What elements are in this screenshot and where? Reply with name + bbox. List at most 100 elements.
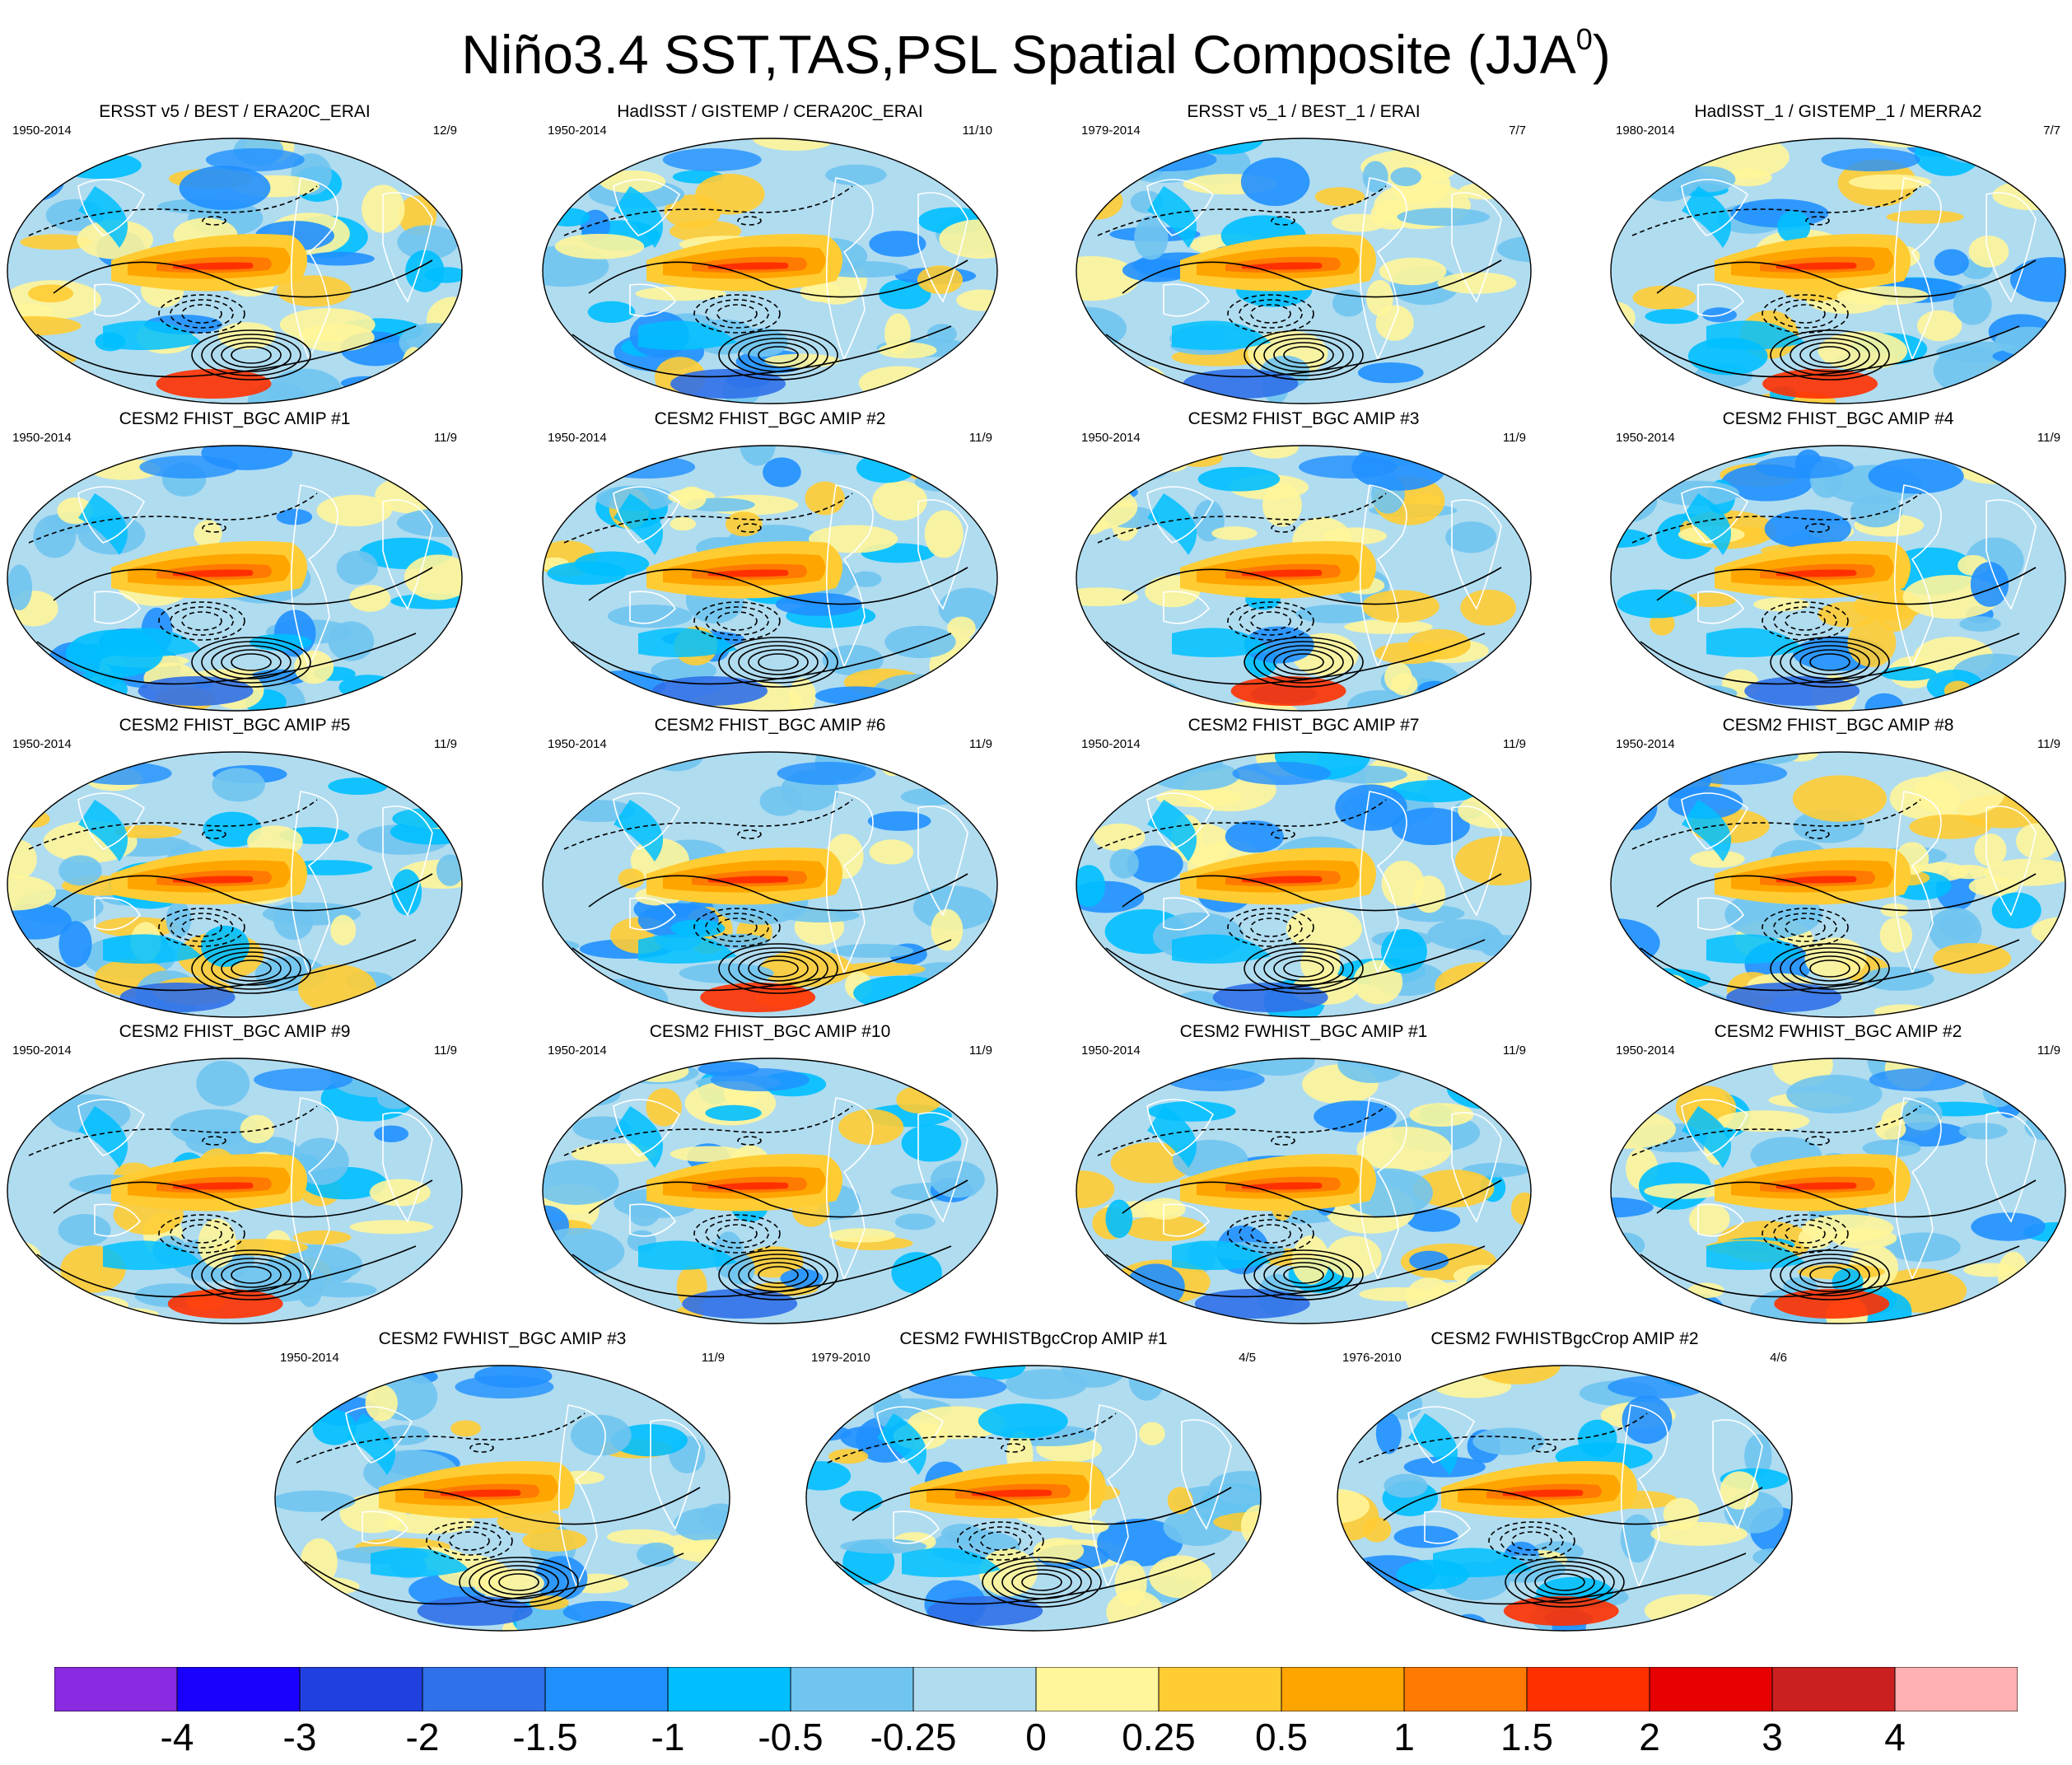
panel-title: CESM2 FHIST_BGC AMIP #4 [1722, 409, 1954, 428]
robinson-map [542, 1058, 998, 1324]
map-panel: CESM2 FHIST_BGC AMIP #10 1950-2014 11/9 [539, 1022, 1001, 1327]
coastlines [77, 177, 433, 361]
robinson-map [1076, 751, 1532, 1018]
robinson-map [1610, 445, 2066, 712]
panel-count: 11/10 [962, 124, 992, 138]
map-panel: CESM2 FHIST_BGC AMIP #8 1950-2014 11/9 [1608, 716, 2069, 1020]
psl-contours [1097, 493, 1502, 688]
map-panel: HadISST / GISTEMP / CERA20C_ERAI 1950-201… [539, 102, 1001, 407]
panel-count: 11/9 [433, 737, 457, 751]
title-text: Niño3.4 SST,TAS,PSL Spatial Composite (J… [461, 24, 1576, 85]
panel-count: 7/7 [1509, 124, 1526, 138]
coastlines [613, 484, 968, 668]
panel-years: 1950-2014 [1616, 737, 1675, 751]
coastlines [1681, 1097, 2037, 1281]
panel-title: CESM2 FWHIST_BGC AMIP #3 [378, 1329, 627, 1348]
panel-years: 1950-2014 [12, 1044, 72, 1058]
robinson-map [1337, 1365, 1793, 1632]
psl-contours [1358, 1412, 1763, 1608]
sst-field [7, 446, 462, 711]
psl-contours [1097, 799, 1502, 994]
psl-contours [563, 1105, 968, 1300]
robinson-map [542, 445, 998, 712]
panel-count: 11/9 [2037, 737, 2060, 751]
colorbar-bin [1771, 1667, 1896, 1711]
map-panel: CESM2 FWHIST_BGC AMIP #1 1950-2014 11/9 [1073, 1022, 1534, 1327]
psl-contours [28, 799, 433, 994]
map-panel: ERSST v5 / BEST / ERA20C_ERAI 1950-2014 12… [4, 102, 465, 407]
panel-count: 11/9 [1502, 1044, 1526, 1058]
coastlines [1146, 1097, 1502, 1281]
colorbar-tick-label: 0.25 [1122, 1716, 1196, 1758]
sst-field [543, 1058, 997, 1324]
panel-count: 11/9 [968, 1044, 992, 1058]
colorbar [54, 1667, 2018, 1711]
panel-years: 1950-2014 [12, 124, 72, 138]
colorbar-tick-label: 0 [1025, 1716, 1047, 1758]
colorbar-tick-label: -0.25 [870, 1716, 957, 1758]
psl-contours [28, 493, 433, 688]
colorbar-bin [1281, 1667, 1405, 1711]
panel-title: CESM2 FHIST_BGC AMIP #3 [1188, 409, 1420, 428]
psl-contours [1631, 493, 2037, 688]
psl-contours [1631, 185, 2037, 381]
map-panel: CESM2 FWHIST_BGC AMIP #3 1950-2014 11/9 [272, 1329, 733, 1634]
colorbar-bin [1035, 1667, 1160, 1711]
panel-title: CESM2 FHIST_BGC AMIP #7 [1188, 716, 1420, 735]
panel-title: ERSST v5_1 / BEST_1 / ERAI [1187, 102, 1421, 121]
coastlines [77, 791, 433, 974]
map-panel: CESM2 FHIST_BGC AMIP #5 1950-2014 11/9 [4, 716, 465, 1020]
map-panel: CESM2 FWHISTBgcCrop AMIP #2 1976-2010 4/6 [1334, 1329, 1795, 1634]
robinson-map [1076, 138, 1532, 404]
robinson-map [805, 1365, 1262, 1632]
colorbar-bin [54, 1667, 178, 1711]
sst-field [1076, 1058, 1531, 1324]
colorbar-bin [667, 1667, 791, 1711]
colorbar-tick-label: 3 [1762, 1716, 1783, 1758]
colorbar-bin [544, 1667, 669, 1711]
panel-years: 1979-2010 [811, 1351, 870, 1365]
coastlines [1146, 177, 1502, 361]
panel-title: CESM2 FHIST_BGC AMIP #1 [119, 409, 351, 428]
panel-count: 7/7 [2043, 124, 2060, 138]
panel-title: CESM2 FWHISTBgcCrop AMIP #2 [1430, 1329, 1699, 1348]
panel-title: HadISST_1 / GISTEMP_1 / MERRA2 [1694, 102, 1982, 121]
robinson-map [1610, 751, 2066, 1018]
colorbar-bin [1649, 1667, 1773, 1711]
panel-count: 11/9 [701, 1351, 725, 1365]
map-panel: CESM2 FHIST_BGC AMIP #6 1950-2014 11/9 [539, 716, 1001, 1020]
panel-count: 11/9 [1502, 431, 1526, 445]
colorbar-tick-label: -0.5 [758, 1716, 824, 1758]
colorbar-tick-label: -1 [651, 1716, 685, 1758]
robinson-map [542, 751, 998, 1018]
panel-title: CESM2 FHIST_BGC AMIP #10 [649, 1022, 891, 1041]
panel-years: 1950-2014 [1081, 737, 1141, 751]
robinson-map [1076, 445, 1532, 712]
panel-years: 1950-2014 [548, 124, 607, 138]
colorbar-bin [422, 1667, 546, 1711]
psl-contours [563, 799, 968, 994]
psl-contours [1097, 1105, 1502, 1300]
colorbar-bin [176, 1667, 301, 1711]
sst-field [1611, 1058, 2065, 1324]
panel-count: 11/9 [2037, 431, 2060, 445]
colorbar-bin [1158, 1667, 1282, 1711]
panel-title: CESM2 FWHIST_BGC AMIP #1 [1179, 1022, 1428, 1041]
panel-years: 1979-2014 [1081, 124, 1141, 138]
panel-count: 11/9 [433, 431, 457, 445]
robinson-map [1610, 138, 2066, 404]
panel-years: 1950-2014 [1081, 1044, 1141, 1058]
panel-title: CESM2 FHIST_BGC AMIP #9 [119, 1022, 351, 1041]
panel-count: 11/9 [968, 737, 992, 751]
robinson-map [7, 445, 463, 712]
map-panel: CESM2 FHIST_BGC AMIP #2 1950-2014 11/9 [539, 409, 1001, 714]
colorbar-bin [299, 1667, 423, 1711]
coastlines [613, 791, 968, 974]
psl-contours [28, 185, 433, 381]
map-panel: HadISST_1 / GISTEMP_1 / MERRA2 1980-2014 7… [1608, 102, 2069, 407]
title-close: ) [1592, 24, 1611, 85]
panel-title: CESM2 FHIST_BGC AMIP #8 [1722, 716, 1954, 735]
map-panel: CESM2 FHIST_BGC AMIP #3 1950-2014 11/9 [1073, 409, 1534, 714]
map-panel: ERSST v5_1 / BEST_1 / ERAI 1979-2014 7/7 [1073, 102, 1534, 407]
coastlines [876, 1404, 1232, 1588]
